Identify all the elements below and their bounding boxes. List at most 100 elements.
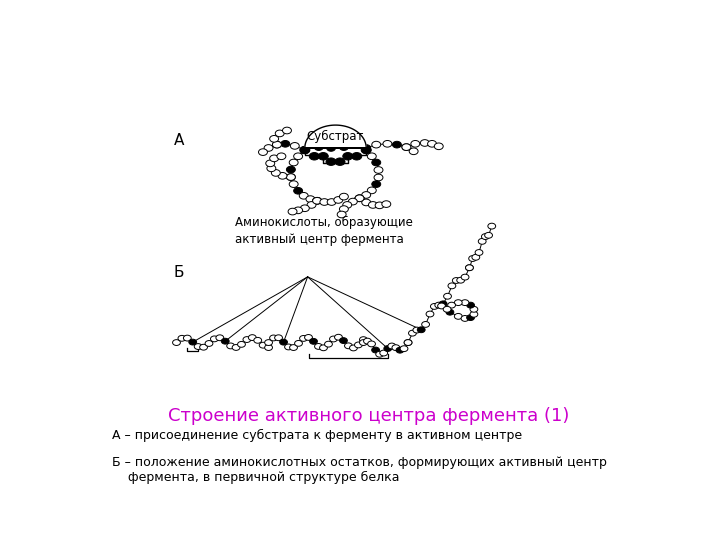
Circle shape: [339, 193, 348, 200]
Circle shape: [310, 152, 320, 160]
Circle shape: [364, 338, 372, 344]
Circle shape: [434, 143, 444, 150]
Circle shape: [199, 345, 207, 350]
Circle shape: [300, 192, 308, 199]
Circle shape: [361, 146, 372, 154]
Circle shape: [221, 338, 229, 344]
Circle shape: [422, 321, 430, 327]
Circle shape: [469, 255, 477, 261]
Circle shape: [266, 160, 275, 167]
Circle shape: [411, 140, 420, 147]
Circle shape: [326, 158, 336, 165]
Circle shape: [349, 345, 357, 351]
Circle shape: [369, 201, 377, 208]
Circle shape: [294, 187, 302, 194]
Circle shape: [307, 201, 316, 208]
Circle shape: [372, 181, 381, 187]
Circle shape: [264, 145, 273, 151]
Circle shape: [300, 147, 310, 153]
Circle shape: [320, 199, 329, 205]
Circle shape: [271, 170, 280, 176]
Circle shape: [265, 345, 272, 350]
Circle shape: [435, 302, 443, 308]
Circle shape: [270, 136, 279, 142]
Circle shape: [382, 201, 391, 207]
Circle shape: [306, 196, 315, 202]
Circle shape: [467, 315, 474, 321]
Circle shape: [361, 145, 371, 151]
Circle shape: [339, 144, 348, 151]
Circle shape: [404, 340, 412, 346]
Circle shape: [454, 313, 462, 319]
Circle shape: [300, 205, 310, 212]
Circle shape: [374, 174, 383, 181]
Circle shape: [287, 174, 295, 180]
Circle shape: [210, 336, 218, 342]
Circle shape: [310, 339, 318, 345]
Circle shape: [367, 153, 377, 160]
Circle shape: [485, 232, 492, 238]
Circle shape: [259, 342, 267, 348]
Circle shape: [446, 309, 454, 315]
Circle shape: [388, 343, 396, 349]
Circle shape: [289, 181, 298, 187]
Circle shape: [327, 199, 336, 205]
Circle shape: [359, 340, 367, 346]
Circle shape: [216, 335, 224, 341]
Circle shape: [420, 140, 429, 146]
Circle shape: [413, 327, 420, 333]
Circle shape: [340, 338, 347, 343]
Polygon shape: [305, 125, 366, 148]
Circle shape: [448, 302, 456, 308]
Text: А: А: [174, 133, 184, 147]
Circle shape: [294, 340, 302, 346]
Circle shape: [294, 153, 302, 160]
Circle shape: [294, 207, 302, 214]
Circle shape: [282, 127, 292, 134]
Circle shape: [335, 158, 345, 165]
Circle shape: [315, 144, 323, 151]
Circle shape: [351, 152, 361, 160]
Circle shape: [248, 335, 256, 341]
Circle shape: [312, 198, 322, 204]
Circle shape: [275, 130, 284, 137]
Circle shape: [232, 345, 240, 350]
Circle shape: [409, 148, 418, 154]
Circle shape: [359, 337, 367, 342]
Circle shape: [335, 334, 343, 340]
Circle shape: [380, 350, 387, 356]
Circle shape: [278, 172, 287, 179]
Circle shape: [254, 338, 261, 343]
Circle shape: [467, 302, 474, 308]
Circle shape: [461, 300, 469, 306]
Circle shape: [438, 303, 446, 309]
Circle shape: [396, 347, 404, 353]
Circle shape: [272, 141, 282, 148]
Text: Строение активного центра фермента (1): Строение активного центра фермента (1): [168, 407, 570, 425]
Circle shape: [361, 199, 371, 206]
Circle shape: [454, 300, 462, 306]
Circle shape: [431, 303, 438, 309]
Circle shape: [348, 198, 357, 205]
Circle shape: [327, 145, 336, 151]
Circle shape: [461, 274, 469, 280]
Circle shape: [178, 335, 186, 341]
Circle shape: [426, 311, 434, 317]
Circle shape: [354, 342, 362, 348]
Circle shape: [337, 211, 346, 218]
Circle shape: [456, 278, 464, 283]
Text: Аминокислоты, образующие
активный центр фермента: Аминокислоты, образующие активный центр …: [235, 216, 413, 246]
Circle shape: [361, 147, 371, 153]
Circle shape: [478, 239, 486, 244]
Circle shape: [189, 339, 197, 345]
Circle shape: [408, 330, 416, 336]
Circle shape: [300, 335, 307, 341]
Circle shape: [402, 144, 411, 151]
Circle shape: [173, 340, 181, 346]
Circle shape: [402, 144, 411, 151]
Circle shape: [470, 312, 478, 317]
Circle shape: [372, 159, 381, 166]
Circle shape: [428, 140, 436, 147]
Circle shape: [270, 335, 277, 341]
Circle shape: [444, 293, 451, 299]
